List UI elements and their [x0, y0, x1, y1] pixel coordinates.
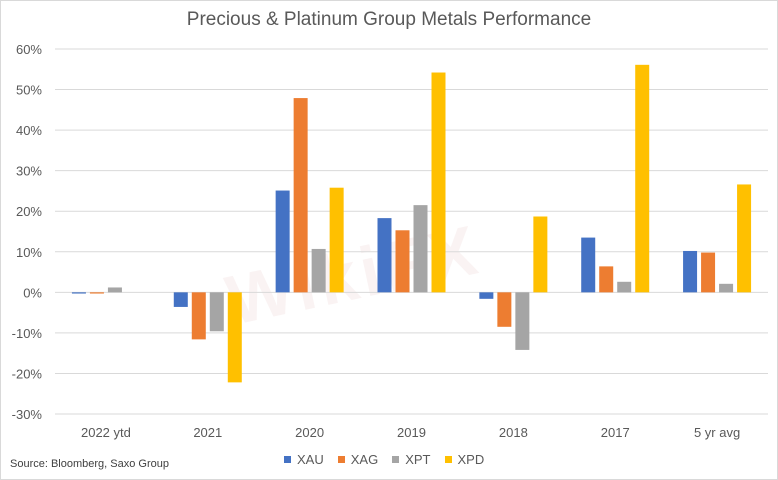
y-tick-label: -30% [12, 407, 43, 422]
bar-xag [599, 266, 614, 293]
y-tick-label: 50% [16, 83, 42, 98]
legend-item-xag: XAG [337, 452, 379, 467]
bar-xpd [431, 72, 446, 293]
y-tick-label: 0% [23, 285, 42, 300]
bar-xpd [737, 184, 752, 293]
legend: XAU XAG XPT XPD [284, 452, 484, 467]
bar-xau [377, 218, 392, 293]
legend-item-xau: XAU [284, 452, 324, 467]
bar-xpt [107, 287, 122, 293]
y-tick-label: 60% [16, 42, 42, 57]
x-category-label: 2019 [397, 425, 426, 440]
y-tick-label: -10% [12, 326, 43, 341]
y-tick-label: -20% [12, 366, 43, 381]
bar-xau [479, 292, 494, 299]
y-tick-label: 20% [16, 204, 42, 219]
bar-xag [497, 292, 512, 327]
chart-title: Precious & Platinum Group Metals Perform… [186, 9, 592, 30]
legend-label: XPT [405, 452, 431, 467]
legend-swatch [444, 456, 452, 463]
bar-xpd [533, 216, 548, 293]
bar-xpt [515, 292, 530, 350]
x-category-label: 5 yr avg [694, 425, 740, 440]
legend-label: XAG [350, 452, 379, 467]
bar-xpt [617, 281, 632, 293]
bar-xag [191, 292, 206, 340]
bar-xpt [719, 283, 734, 293]
x-category-label: 2022 ytd [81, 425, 131, 440]
bar-xag [293, 98, 308, 293]
bar-xpt [209, 292, 224, 332]
bar-xau [71, 292, 86, 294]
legend-label: XAU [297, 452, 324, 467]
x-category-label: 2021 [193, 425, 222, 440]
bar-xau [581, 237, 596, 293]
bar-xau [683, 250, 698, 293]
x-category-label: 2020 [295, 425, 324, 440]
bar-xau [173, 292, 188, 307]
bar-xpd [635, 64, 650, 293]
legend-item-xpt: XPT [392, 452, 431, 467]
bar-xag [701, 252, 716, 293]
source-note: Source: Bloomberg, Saxo Group [10, 458, 169, 470]
y-tick-label: 40% [16, 123, 42, 138]
legend-swatch [392, 456, 400, 463]
legend-label: XPD [457, 452, 485, 467]
legend-swatch [284, 456, 291, 463]
bar-xag [89, 292, 104, 294]
bar-xag [395, 230, 410, 293]
y-tick-label: 10% [16, 245, 42, 260]
bar-xau [275, 190, 290, 293]
bar-xpd [329, 187, 344, 293]
x-category-label: 2018 [499, 425, 528, 440]
x-category-label: 2017 [601, 425, 630, 440]
bar-xpt [413, 205, 428, 293]
legend-swatch [337, 456, 345, 463]
bar-xpd [227, 292, 242, 383]
y-tick-label: 30% [16, 164, 42, 179]
legend-item-xpd: XPD [444, 452, 485, 467]
bar-xpt [311, 248, 326, 293]
